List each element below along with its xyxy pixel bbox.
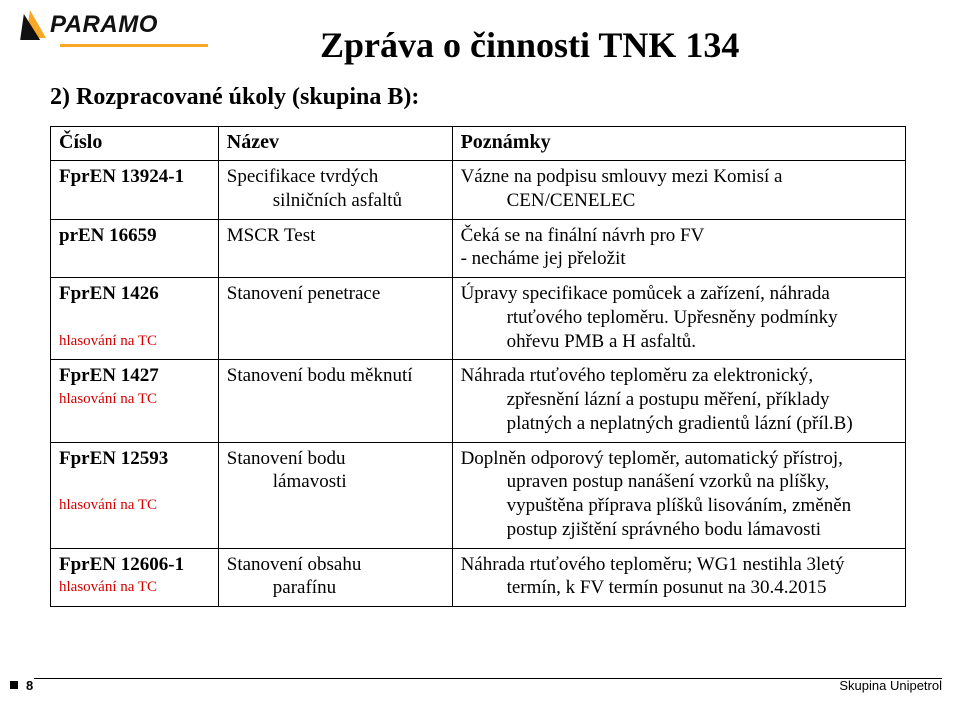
row-name: Specifikace tvrdých silničních asfaltů	[218, 161, 452, 220]
vote-label: hlasování na TC	[59, 390, 210, 409]
logo-underline	[60, 44, 208, 47]
name-line: Specifikace tvrdých	[227, 166, 378, 187]
vote-label: hlasování na TC	[59, 578, 210, 597]
row-note: Doplněn odporový teploměr, automatický p…	[452, 442, 905, 548]
row-note: Čeká se na finální návrh pro FV - nechám…	[452, 219, 905, 278]
logo-text: PARAMO	[50, 11, 158, 39]
row-note: Náhrada rtuťového teploměru za elektroni…	[452, 360, 905, 442]
page-footer: 8 Skupina Unipetrol	[0, 678, 960, 693]
brand-logo: PARAMO	[22, 8, 158, 42]
name-line: lámavosti	[227, 471, 347, 492]
vote-label: hlasování na TC	[59, 496, 210, 515]
page-title: Zpráva o činnosti TNK 134	[320, 24, 739, 66]
code-text: FprEN 12606-1	[59, 554, 184, 575]
table-row: FprEN 12593 hlasování na TC Stanovení bo…	[51, 442, 906, 548]
name-line: parafínu	[227, 577, 336, 598]
row-name: Stanovení bodu měknutí	[218, 360, 452, 442]
note-line: Čeká se na finální návrh pro FV	[461, 225, 705, 246]
note-line: Doplněn odporový teploměr, automatický p…	[461, 448, 843, 469]
note-line: ohřevu PMB a H asfaltů.	[507, 331, 696, 352]
note-line: zpřesnění lázní a postupu měření, příkla…	[507, 389, 830, 410]
note-line: - necháme jej přeložit	[461, 248, 626, 269]
name-line: Stanovení obsahu	[227, 554, 362, 575]
note-line: Náhrada rtuťového teploměru za elektroni…	[461, 365, 814, 386]
row-code: FprEN 12593 hlasování na TC	[51, 442, 219, 548]
row-name: MSCR Test	[218, 219, 452, 278]
table-row: FprEN 1426 hlasování na TC Stanovení pen…	[51, 278, 906, 360]
code-text: FprEN 1427	[59, 365, 159, 386]
code-text: FprEN 12593	[59, 448, 168, 469]
note-line: Úpravy specifikace pomůcek a zařízení, n…	[461, 283, 830, 304]
table-row: FprEN 13924-1 Specifikace tvrdých silnič…	[51, 161, 906, 220]
note-line: upraven postup nanášení vzorků na plíšky…	[507, 471, 830, 492]
row-name: Stanovení bodu lámavosti	[218, 442, 452, 548]
table-header-row: Číslo Název Poznámky	[51, 127, 906, 161]
logo-mark-icon	[22, 8, 56, 42]
col-header-notes: Poznámky	[452, 127, 905, 161]
row-note: Úpravy specifikace pomůcek a zařízení, n…	[452, 278, 905, 360]
row-code: FprEN 12606-1 hlasování na TC	[51, 548, 219, 607]
footer-right-text: Skupina Unipetrol	[839, 678, 942, 693]
row-code: FprEN 1427 hlasování na TC	[51, 360, 219, 442]
note-line: Vázne na podpisu smlouvy mezi Komisí a	[461, 166, 783, 187]
note-line: termín, k FV termín posunut na 30.4.2015	[507, 577, 827, 598]
row-note: Náhrada rtuťového teploměru; WG1 nestihl…	[452, 548, 905, 607]
col-header-name: Název	[218, 127, 452, 161]
note-line: Náhrada rtuťového teploměru; WG1 nestihl…	[461, 554, 845, 575]
table-row: prEN 16659 MSCR Test Čeká se na finální …	[51, 219, 906, 278]
row-code: FprEN 13924-1	[51, 161, 219, 220]
note-line: rtuťového teploměru. Upřesněny podmínky	[507, 307, 838, 328]
name-line: Stanovení bodu	[227, 448, 346, 469]
code-text: FprEN 1426	[59, 283, 159, 304]
row-name: Stanovení obsahu parafínu	[218, 548, 452, 607]
col-header-number: Číslo	[51, 127, 219, 161]
note-line: postup zjištění správného bodu lámavosti	[507, 519, 822, 540]
page-number: 8	[10, 678, 33, 693]
row-note: Vázne na podpisu smlouvy mezi Komisí a C…	[452, 161, 905, 220]
table-row: FprEN 1427 hlasování na TC Stanovení bod…	[51, 360, 906, 442]
row-name: Stanovení penetrace	[218, 278, 452, 360]
note-line: vypuštěna příprava plíšků lisováním, změ…	[507, 495, 852, 516]
row-code: prEN 16659	[51, 219, 219, 278]
section-heading: 2) Rozpracované úkoly (skupina B):	[50, 84, 419, 111]
note-line: CEN/CENELEC	[507, 190, 636, 211]
vote-label: hlasování na TC	[59, 332, 210, 351]
table-row: FprEN 12606-1 hlasování na TC Stanovení …	[51, 548, 906, 607]
note-line: platných a neplatných gradientů lázní (p…	[507, 413, 853, 434]
row-code: FprEN 1426 hlasování na TC	[51, 278, 219, 360]
tasks-table: Číslo Název Poznámky FprEN 13924-1 Speci…	[50, 126, 906, 607]
name-line: silničních asfaltů	[227, 190, 402, 211]
